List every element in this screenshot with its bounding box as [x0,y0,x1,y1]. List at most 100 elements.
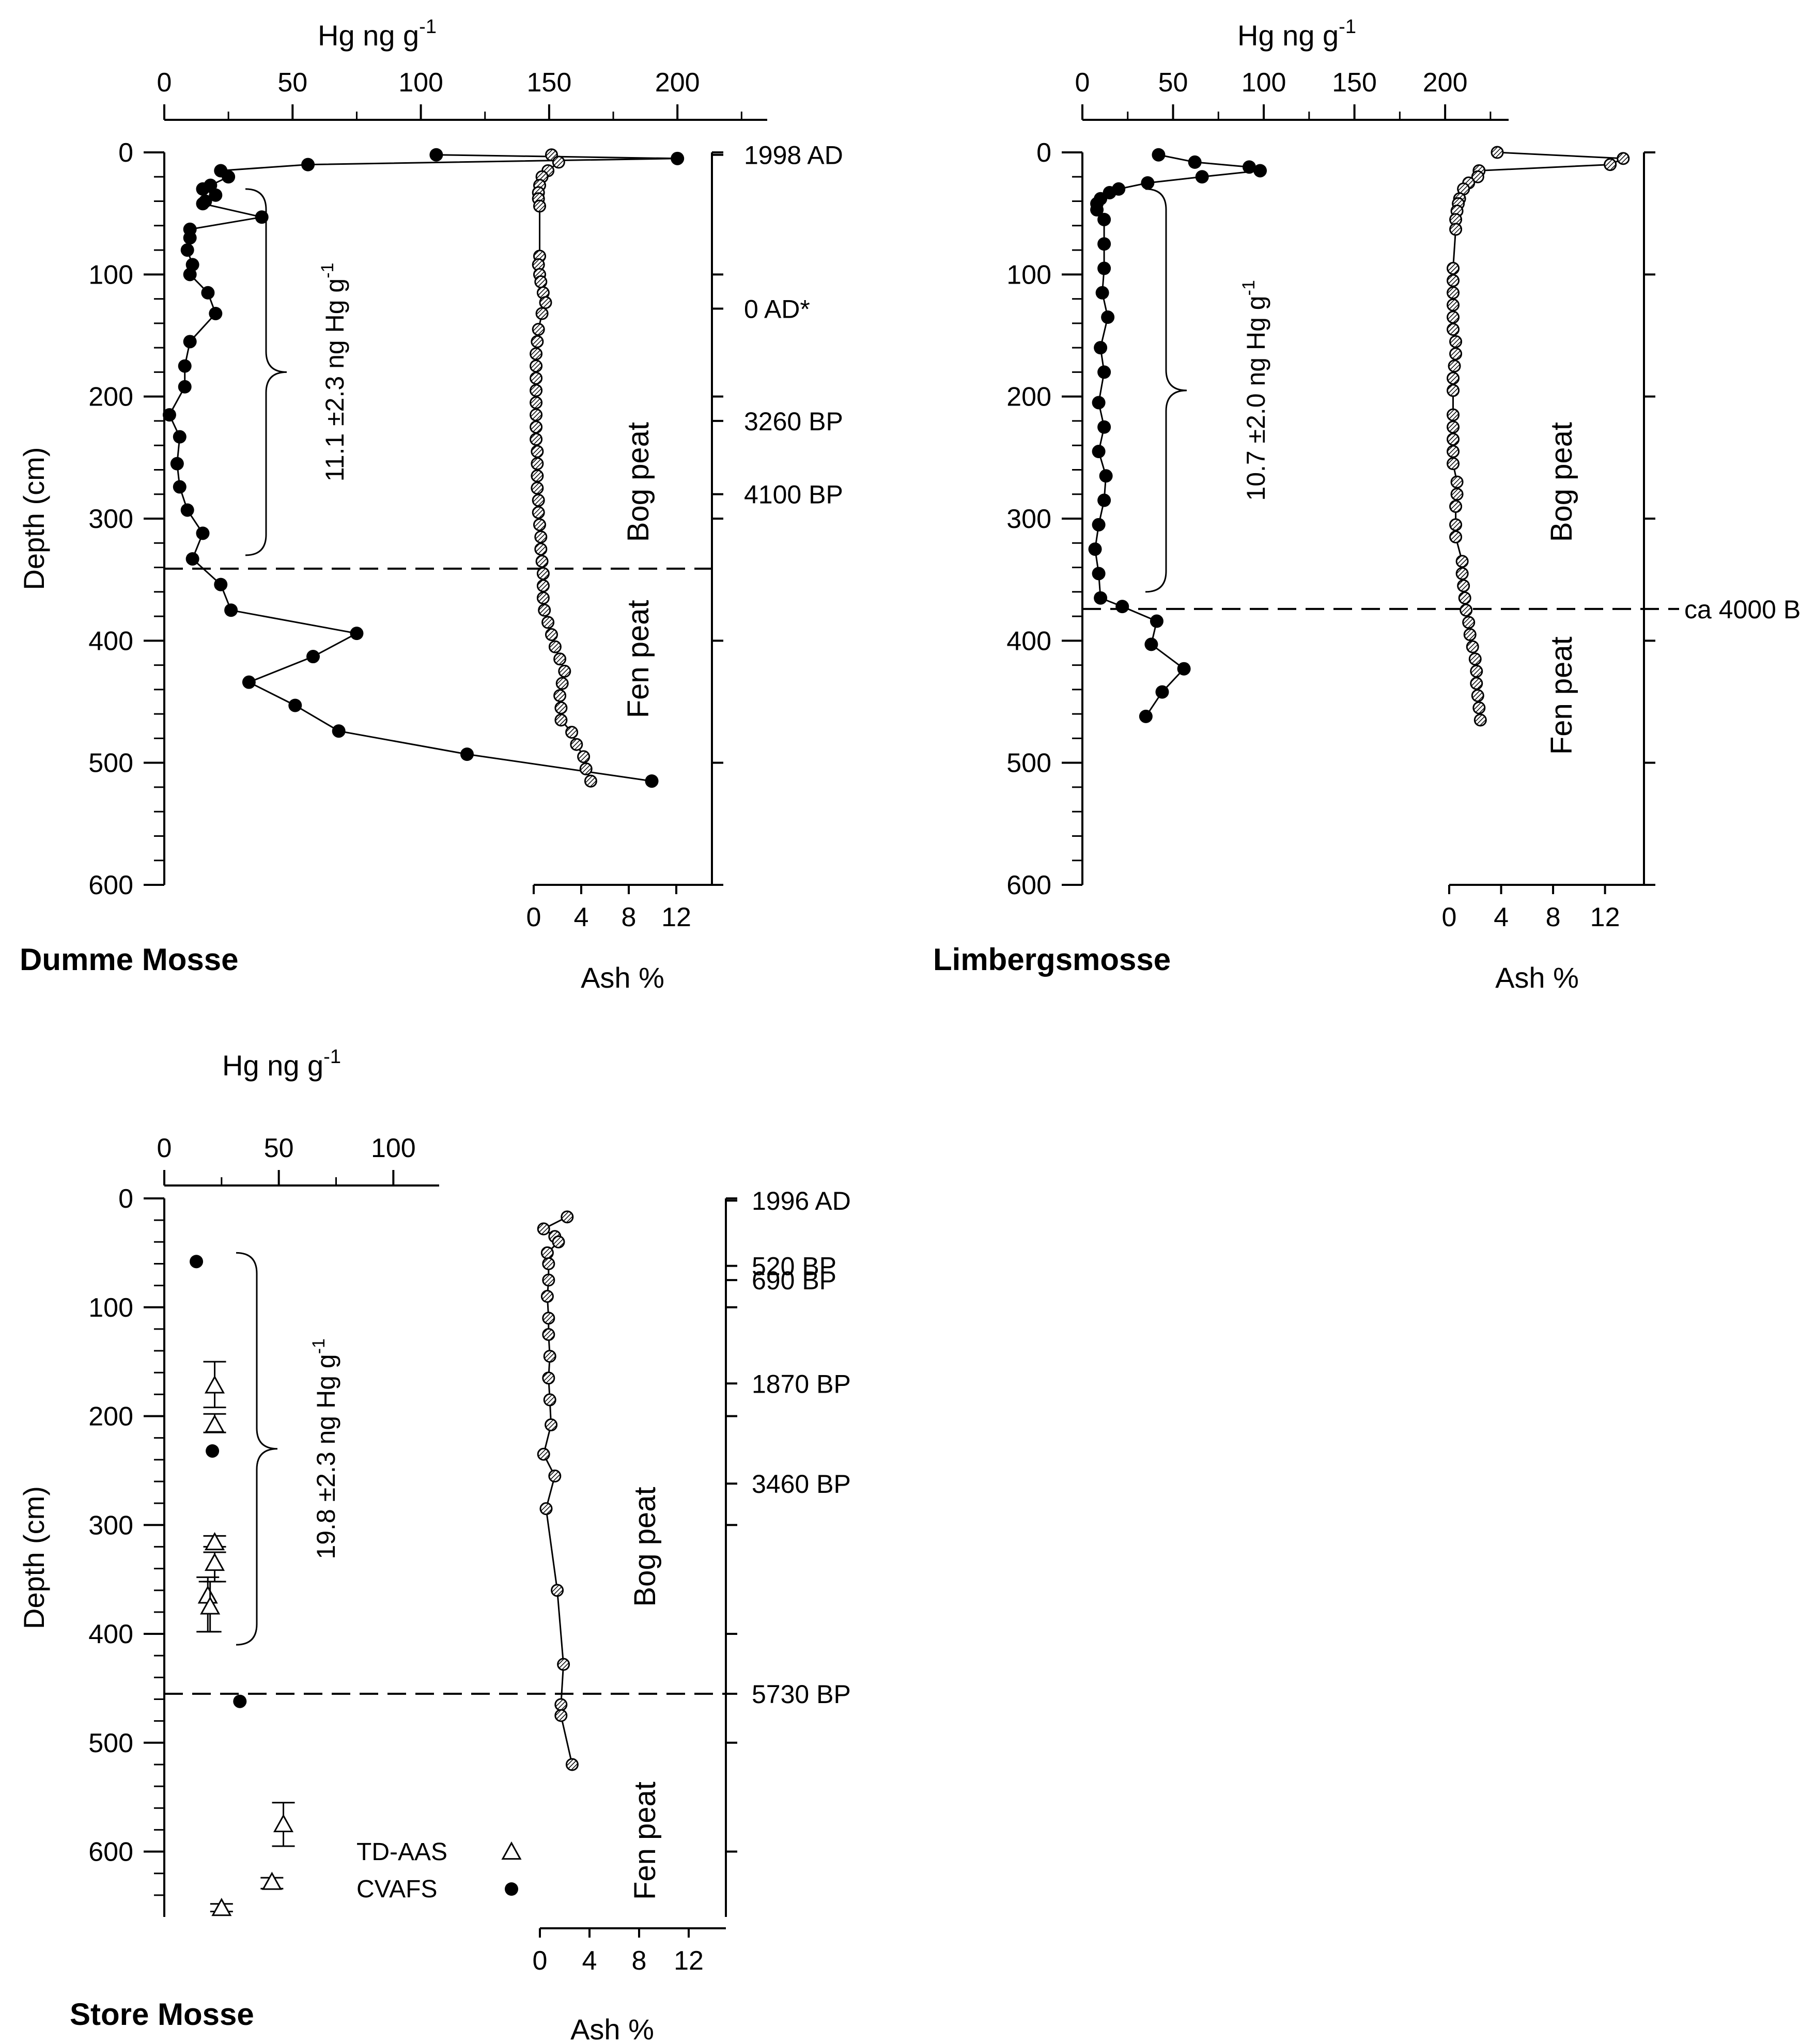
data-point [1491,146,1504,159]
data-point [530,360,543,373]
data-point [288,698,302,712]
site-name: Dumme Mosse [20,942,238,977]
data-point [535,307,549,320]
ash-axis: 0 4 8 12 Ash % [526,884,712,994]
data-point [541,616,555,629]
data-point [204,1414,225,1433]
data-point [1447,323,1460,336]
data-point [584,774,597,788]
ash-tick-label: 4 [574,902,589,932]
data-point [545,1418,558,1431]
ash-tick-label: 12 [1590,902,1620,932]
facies-label: Bog peat [1545,422,1578,542]
data-point [233,1694,247,1708]
data-point [1470,677,1483,690]
data-point [196,197,210,211]
hg-tick-label: 200 [1423,68,1468,98]
data-point [1152,148,1166,162]
series-line [1452,151,1624,721]
data-point [565,726,579,739]
data-point [1449,518,1463,532]
data-point [1094,591,1108,605]
data-point [645,774,659,788]
data-point [542,1328,555,1341]
data-point [1447,274,1460,287]
data-point [530,432,543,446]
data-point [1450,488,1464,501]
mean-bracket-label: 10.7 ±2.0 ng Hg g-1 [1239,280,1270,501]
data-point [1099,469,1113,483]
ash-axis: 0 4 8 12 Ash % [533,1927,726,2044]
ash-axis-title: Ash % [1495,961,1579,994]
data-point [1139,709,1153,723]
series-line [542,1216,573,1765]
ash-axis-title: Ash % [581,961,664,994]
ash-tick-label: 8 [1546,902,1561,932]
mean-bracket-label: 11.1 ±2.3 ng Hg g-1 [318,263,349,482]
ash-tick-label: 8 [622,902,637,932]
data-point [301,158,315,171]
data-point [551,1584,564,1597]
data-point [1095,286,1109,300]
data-point [1447,420,1460,434]
data-point [532,323,545,336]
data-point [555,677,569,690]
data-point [531,457,544,471]
data-point [1253,164,1267,178]
age-axis [1643,151,1655,886]
depth-tick-label: 400 [88,1619,133,1649]
ash-axis-title: Ash % [570,2013,654,2041]
depth-axis-title: Depth (cm) [18,1486,50,1629]
data-point [273,1814,294,1832]
depth-axis: 0 100 200 300 400 500 600 Depth (cm) [18,1184,165,1917]
data-point [190,1255,204,1269]
data-point [209,306,223,320]
hg-tick-label: 150 [527,68,572,98]
data-point [554,701,568,714]
data-point [554,1698,568,1711]
hg-axis-title: Hg ng g-1 [318,16,437,52]
data-point [1097,493,1111,507]
ash-axis: 0 4 8 12 Ash % [1442,884,1644,994]
ash-tick-label: 12 [661,902,691,932]
depth-tick-label: 500 [1006,748,1051,778]
data-point [1094,341,1108,355]
hg-axis-title-sup: -1 [1339,16,1356,38]
data-point [1471,170,1484,183]
age-label: 4100 BP [744,480,843,509]
data-point [671,151,685,165]
depth-tick-label: 200 [88,1402,133,1432]
data-point [579,762,593,775]
data-point [350,627,364,641]
data-point [536,567,550,580]
data-point [542,1257,555,1270]
data-point [540,1290,554,1303]
data-point [222,170,236,184]
depth-tick-label: 400 [1006,626,1051,656]
hg-axis-title-sup: -1 [323,1046,341,1068]
ash-tick-label: 0 [526,902,541,932]
data-point [531,469,544,482]
hg-tick-label: 50 [1158,68,1188,98]
mean-bracket-label-main: 19.8 ±2.3 ng Hg g [312,1354,340,1559]
hg-tick-label: 50 [264,1133,294,1163]
hg-tick-label: 0 [157,68,172,98]
series-ash [537,1210,579,1771]
data-point [577,750,591,763]
mean-bracket-label-sup: -1 [1239,280,1259,295]
hg-axis-title-main: Hg ng g [1237,19,1339,52]
data-point [1447,298,1460,311]
age-label: 520 BP [752,1252,836,1281]
mean-bracket [245,188,287,556]
data-point [214,578,228,591]
mean-bracket-label-main: 10.7 ±2.0 ng Hg g [1242,295,1270,501]
age-label: 5730 BP [752,1680,851,1709]
data-point [542,1312,555,1325]
depth-tick-label: 500 [88,1728,133,1758]
legend-label: TD-AAS [356,1838,447,1866]
data-point [1449,347,1463,361]
data-point [1447,286,1460,300]
depth-tick-label: 200 [88,382,133,412]
age-label: 1998 AD [744,141,843,170]
